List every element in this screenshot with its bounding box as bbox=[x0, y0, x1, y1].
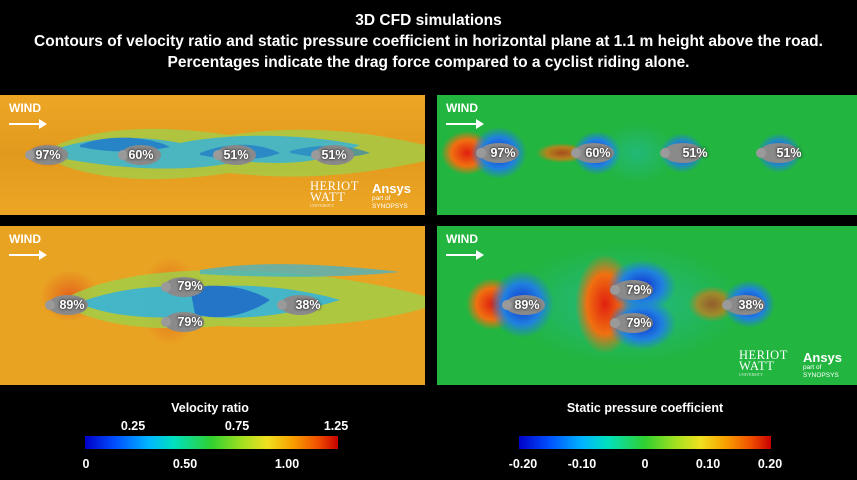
wind-label: WIND bbox=[9, 232, 41, 246]
velocity-tick-top-1: 0.25 bbox=[120, 419, 146, 433]
cyclist-1 bbox=[501, 292, 549, 318]
velocity-tick-bottom-2: 0.50 bbox=[172, 457, 198, 471]
cyclist-4 bbox=[276, 292, 324, 318]
heriot-watt-logo: HERIOT WATT UNIVERSITY bbox=[739, 348, 788, 377]
cyclist-1 bbox=[475, 140, 523, 166]
drag-label-3: 79% bbox=[177, 315, 203, 329]
pressure-panel-top: WIND 97% 60% 51% 51% bbox=[437, 95, 857, 215]
drag-label-4: 51% bbox=[321, 148, 347, 162]
pressure-tick-3: 0 bbox=[641, 457, 649, 471]
cyclist-1 bbox=[44, 292, 92, 318]
velocity-panel-top: WIND 97% 60% 51% 51% HERIOT WATT UNIVERSI… bbox=[0, 95, 425, 215]
cyclist-4 bbox=[721, 292, 769, 318]
wind-arrow-icon bbox=[446, 119, 484, 129]
pressure-tick-1: -0.20 bbox=[508, 457, 538, 471]
cyclist-2 bbox=[117, 142, 165, 168]
wind-label: WIND bbox=[446, 232, 478, 246]
cyclist-4 bbox=[310, 142, 358, 168]
velocity-tick-bottom-1: 0 bbox=[82, 457, 90, 471]
title-line-1: 3D CFD simulations bbox=[355, 12, 502, 29]
drag-label-2: 60% bbox=[128, 148, 154, 162]
wind-label: WIND bbox=[9, 101, 41, 115]
drag-label-2: 79% bbox=[626, 283, 652, 297]
cyclist-3 bbox=[212, 142, 260, 168]
cyclist-2 bbox=[609, 277, 657, 303]
drag-label-3: 51% bbox=[682, 146, 708, 160]
wind-arrow-icon bbox=[9, 119, 47, 129]
cyclist-3 bbox=[659, 140, 707, 166]
drag-label-3: 79% bbox=[626, 316, 652, 330]
ansys-logo: Ansys part of SYNOPSYS bbox=[803, 350, 843, 379]
velocity-tick-top-3: 1.25 bbox=[323, 419, 349, 433]
velocity-tick-top-2: 0.75 bbox=[224, 419, 250, 433]
pressure-tick-2: -0.10 bbox=[567, 457, 597, 471]
cyclist-3 bbox=[609, 310, 657, 336]
pressure-contour-bottom bbox=[437, 226, 857, 385]
wind-arrow-icon bbox=[446, 250, 484, 260]
wind-label: WIND bbox=[446, 101, 478, 115]
figure-title: 3D CFD simulations Contours of velocity … bbox=[0, 10, 857, 73]
pressure-tick-5: 0.20 bbox=[757, 457, 783, 471]
cyclist-2 bbox=[160, 274, 208, 300]
wind-arrow-icon bbox=[9, 250, 47, 260]
velocity-panel-bottom: WIND 89% 79% 79% 38% bbox=[0, 226, 425, 385]
velocity-colorbar-title: Velocity ratio bbox=[171, 401, 249, 415]
cyclist-2 bbox=[570, 140, 618, 166]
drag-label-2: 79% bbox=[177, 279, 203, 293]
cyclist-1 bbox=[24, 142, 72, 168]
pressure-panel-bottom: WIND 89% 79% 79% 38% HERIOT WATT UNIVERSI… bbox=[437, 226, 857, 385]
title-line-3: Percentages indicate the drag force comp… bbox=[167, 54, 690, 71]
drag-label-3: 51% bbox=[223, 148, 249, 162]
drag-label-4: 38% bbox=[738, 298, 764, 312]
ansys-logo: Ansys part of SYNOPSYS bbox=[372, 181, 412, 210]
drag-label-2: 60% bbox=[585, 146, 611, 160]
cyclist-3 bbox=[160, 309, 208, 335]
drag-label-1: 89% bbox=[514, 298, 540, 312]
title-line-2: Contours of velocity ratio and static pr… bbox=[34, 33, 823, 50]
heriot-watt-logo: HERIOT WATT UNIVERSITY bbox=[310, 179, 359, 208]
drag-label-1: 97% bbox=[490, 146, 516, 160]
velocity-colorbar bbox=[85, 436, 338, 449]
cyclist-4 bbox=[755, 140, 803, 166]
pressure-colorbar bbox=[519, 436, 771, 449]
pressure-tick-4: 0.10 bbox=[695, 457, 721, 471]
drag-label-1: 89% bbox=[59, 298, 85, 312]
pressure-colorbar-title: Static pressure coefficient bbox=[566, 401, 724, 415]
velocity-tick-bottom-3: 1.00 bbox=[274, 457, 300, 471]
drag-label-4: 38% bbox=[295, 298, 321, 312]
drag-label-1: 97% bbox=[35, 148, 61, 162]
drag-label-4: 51% bbox=[776, 146, 802, 160]
